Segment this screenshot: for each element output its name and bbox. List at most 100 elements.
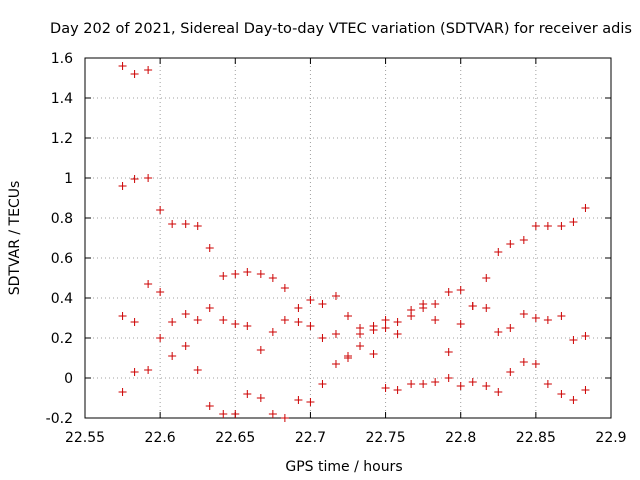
data-point — [130, 368, 139, 376]
data-point — [205, 304, 214, 312]
data-point — [557, 312, 566, 320]
data-point — [130, 175, 139, 183]
data-point — [531, 360, 540, 368]
data-point — [456, 320, 465, 328]
data-point — [581, 204, 590, 212]
data-point — [181, 220, 190, 228]
data-point — [393, 318, 402, 326]
x-tick-labels: 22.55 22.6 22.65 22.7 22.75 22.8 22.85 22.9 — [65, 430, 627, 446]
data-point — [268, 328, 277, 336]
data-point — [456, 286, 465, 294]
data-point — [181, 310, 190, 318]
data-point — [531, 222, 540, 230]
data-point — [356, 342, 365, 350]
x-tick-label: 22.65 — [215, 430, 255, 446]
data-point — [543, 222, 552, 230]
data-point — [130, 318, 139, 326]
data-point — [205, 244, 214, 252]
data-point — [569, 218, 578, 226]
data-point — [557, 222, 566, 230]
y-tick-label: 0.8 — [51, 211, 73, 227]
data-point — [243, 322, 252, 330]
data-point — [331, 292, 340, 300]
data-point — [519, 236, 528, 244]
data-point — [144, 66, 153, 74]
x-tick-label: 22.55 — [65, 430, 105, 446]
x-tick-label: 22.9 — [595, 430, 626, 446]
x-tick-label: 22.75 — [366, 430, 406, 446]
plot-frame — [84, 57, 612, 419]
data-point — [294, 396, 303, 404]
data-point — [569, 336, 578, 344]
data-point — [219, 272, 228, 280]
data-point — [519, 310, 528, 318]
data-point — [419, 304, 428, 312]
data-point — [381, 316, 390, 324]
data-point — [456, 382, 465, 390]
x-tick-label: 22.6 — [145, 430, 176, 446]
data-point — [482, 304, 491, 312]
data-point — [306, 322, 315, 330]
data-point — [144, 366, 153, 374]
data-point — [318, 300, 327, 308]
data-point — [256, 394, 265, 402]
data-point — [318, 334, 327, 342]
data-point — [193, 366, 202, 374]
data-point — [294, 304, 303, 312]
data-point — [506, 324, 515, 332]
data-point — [193, 222, 202, 230]
data-point — [156, 288, 165, 296]
data-point — [118, 312, 127, 320]
data-point — [444, 374, 453, 382]
data-point — [344, 312, 352, 320]
data-point — [543, 380, 552, 388]
data-point — [444, 288, 453, 296]
data-point — [219, 410, 228, 418]
data-point — [482, 274, 491, 282]
data-point — [231, 270, 240, 278]
data-point — [407, 312, 416, 320]
data-point — [381, 324, 390, 332]
data-point — [506, 240, 515, 248]
y-tick-label: 0.4 — [51, 291, 73, 307]
data-point — [482, 382, 491, 390]
data-point — [543, 316, 552, 324]
data-point — [231, 320, 240, 328]
y-tick-label: 0 — [64, 371, 73, 387]
data-point — [280, 284, 289, 292]
data-point — [369, 326, 378, 334]
data-point — [331, 330, 340, 338]
x-tick-label: 22.85 — [516, 430, 556, 446]
data-point — [118, 388, 127, 396]
data-point — [494, 388, 503, 396]
x-axis-label: GPS time / hours — [285, 459, 402, 475]
x-tick-label: 22.7 — [295, 430, 326, 446]
data-point — [494, 328, 503, 336]
data-point — [468, 302, 477, 310]
y-tick-label: 1.6 — [51, 51, 73, 67]
data-point — [356, 330, 365, 338]
y-tick-label: 1.4 — [51, 91, 73, 107]
data-point — [156, 334, 165, 342]
data-point — [468, 378, 477, 386]
grid — [85, 58, 611, 418]
y-axis-label: SDTVAR / TECUs — [7, 181, 23, 296]
y-tick-label: -0.2 — [46, 411, 73, 427]
data-point — [519, 358, 528, 366]
data-point — [581, 332, 590, 340]
data-point — [494, 248, 503, 256]
data-point — [444, 348, 453, 356]
data-point — [407, 380, 416, 388]
data-point — [318, 380, 327, 388]
data-point — [118, 62, 127, 70]
data-point — [243, 390, 252, 398]
data-point — [280, 414, 289, 422]
data-point — [280, 316, 289, 324]
data-point — [369, 350, 378, 358]
data-point — [557, 390, 566, 398]
data-point — [268, 410, 277, 418]
data-point — [219, 316, 228, 324]
data-point — [130, 70, 139, 78]
y-tick-label: 0.2 — [51, 331, 73, 347]
